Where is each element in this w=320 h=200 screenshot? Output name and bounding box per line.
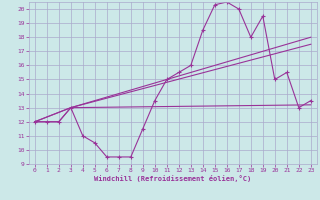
X-axis label: Windchill (Refroidissement éolien,°C): Windchill (Refroidissement éolien,°C) bbox=[94, 175, 252, 182]
